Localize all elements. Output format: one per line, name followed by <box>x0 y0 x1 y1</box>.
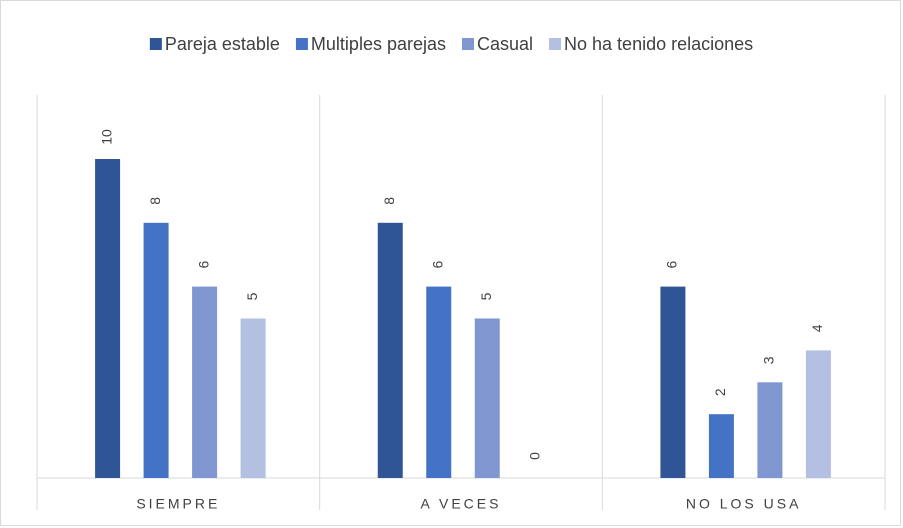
legend-item: Pareja estable <box>149 34 280 54</box>
data-label: 0 <box>526 452 542 460</box>
legend-label: Pareja estable <box>165 34 280 54</box>
bar <box>240 318 266 478</box>
data-label: 5 <box>478 292 494 300</box>
legend-item: Multiples parejas <box>295 34 446 54</box>
legend-swatch <box>461 38 474 50</box>
data-label: 6 <box>195 260 211 268</box>
bar <box>192 286 218 478</box>
data-label: 6 <box>429 260 445 268</box>
bar <box>805 350 831 478</box>
bar <box>95 159 121 478</box>
data-label: 8 <box>381 197 397 205</box>
x-tick-label: NO LOS USA <box>686 496 802 512</box>
data-label: 5 <box>244 292 260 300</box>
bar <box>474 318 500 478</box>
legend: Pareja estable Multiples parejas Casual No … <box>149 34 753 54</box>
legend-swatch <box>549 38 562 50</box>
bar <box>143 222 169 478</box>
legend-label: No ha tenido relaciones <box>564 34 753 54</box>
bar <box>757 382 783 478</box>
bar <box>426 286 452 478</box>
x-tick-label: A VECES <box>421 496 502 512</box>
data-label: 10 <box>98 129 114 145</box>
data-label: 6 <box>664 260 680 268</box>
data-label: 3 <box>761 356 777 364</box>
legend-label: Casual <box>477 34 533 54</box>
bar <box>377 222 403 478</box>
x-tick-label: SIEMPRE <box>136 496 220 512</box>
legend-item: No ha tenido relaciones <box>549 34 753 54</box>
data-label: 2 <box>712 388 728 396</box>
bar <box>708 414 734 478</box>
legend-label: Multiples parejas <box>311 34 446 54</box>
legend-swatch <box>149 38 162 50</box>
data-label: 4 <box>809 324 825 332</box>
bar <box>660 286 686 478</box>
legend-item: Casual <box>461 34 533 54</box>
data-label: 8 <box>147 197 163 205</box>
legend-swatch <box>295 38 308 50</box>
